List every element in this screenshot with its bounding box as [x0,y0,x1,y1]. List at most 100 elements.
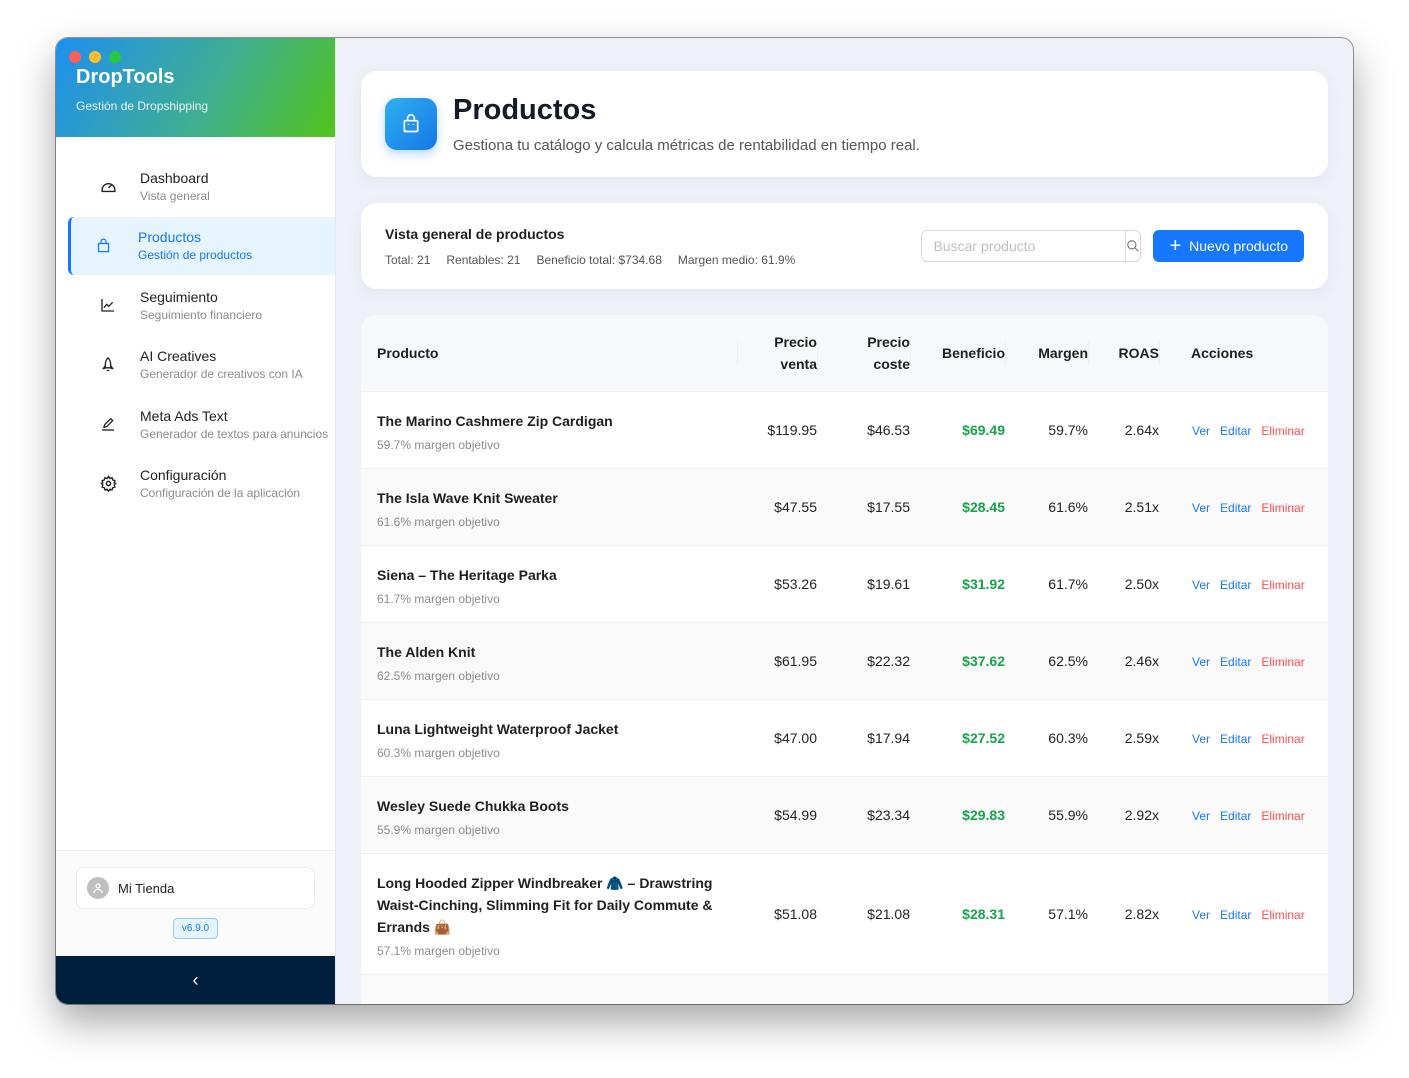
sidebar-item-productos[interactable]: Productos Gestión de productos [68,216,335,275]
view-button[interactable]: Ver [1192,654,1211,669]
nav-label: Configuración [140,467,227,483]
product-cell: The Marino Cashmere Zip Cardigan 59.7% ma… [361,391,737,469]
sale-price [737,974,817,1004]
product-name[interactable]: Luna Lightweight Waterproof Jacket [377,720,619,737]
row-actions: Ver Editar Eliminar [1159,468,1328,546]
col-product[interactable]: Producto [361,315,737,392]
nav-label: Meta Ads Text [140,407,228,424]
edit-button[interactable]: Editar [1220,500,1252,515]
profit: $28.45 [910,468,1005,546]
sidebar-nav: Dashboard Vista general Productos Gestión … [56,137,335,513]
delete-button[interactable]: Eliminar [1261,654,1305,669]
edit-button[interactable]: Editar [1220,577,1252,592]
target-margin: 61.6% margen objetivo [377,514,500,529]
target-margin: 62.5% margen objetivo [377,668,500,683]
sidebar-item-seguimiento[interactable]: Seguimiento Seguimiento financiero [68,276,335,334]
page-subtitle: Gestiona tu catálogo y calcula métricas … [453,137,920,154]
sidebar-item-dashboard[interactable]: Dashboard Vista general [68,157,335,215]
nav-sublabel: Configuración de la aplicación [140,486,301,500]
col-cost-price[interactable]: Precio coste [817,315,910,392]
roas: 2.50x [1088,545,1159,623]
page-title: Productos [453,94,597,126]
sidebar-item-meta-ads-text[interactable]: Meta Ads Text Generador de textos para an… [68,395,335,453]
version-badge: v6.9.0 [173,918,218,939]
margin: 57.1% [1005,853,1088,975]
app-name: DropTools [76,66,175,88]
cost-price: $22.32 [817,622,910,700]
nav-sublabel: Generador de creativos con IA [140,367,303,381]
store-selector[interactable]: Mi Tienda [76,867,315,909]
nav-sublabel: Gestión de productos [138,248,253,262]
edit-button[interactable]: Editar [1220,731,1252,746]
collapse-sidebar-button[interactable]: ‹ [56,956,335,1004]
new-product-button[interactable]: + Nuevo producto [1153,230,1304,262]
maximize-window-button[interactable] [109,51,121,63]
product-name[interactable]: The Alden Knit [377,643,476,660]
product-cell: Carey - Elegant Cardigan [361,974,737,1004]
nav-sublabel: Generador de textos para anuncios [140,426,329,441]
roas: 2.82x [1088,853,1159,975]
delete-button[interactable]: Eliminar [1261,808,1305,823]
sale-price: $61.95 [737,622,817,700]
roas: 2.59x [1088,699,1159,777]
product-cell: The Isla Wave Knit Sweater 61.6% margen o… [361,468,737,546]
view-button[interactable]: Ver [1192,907,1211,922]
products-table: Producto Precio venta Precio coste Benefic… [361,315,1328,1004]
app-window: DropTools Gestión de Dropshipping Dashbo… [56,38,1353,1004]
sale-price: $54.99 [737,776,817,854]
nav-label: AI Creatives [140,348,217,364]
edit-button[interactable]: Editar [1220,808,1252,823]
row-actions [1159,974,1328,1004]
shopping-bag-icon [385,98,437,150]
sale-price: $53.26 [737,545,817,623]
delete-button[interactable]: Eliminar [1261,423,1305,438]
page-header: Productos Gestiona tu catálogo y calcula… [361,71,1328,177]
view-button[interactable]: Ver [1192,731,1211,746]
sale-price: $47.55 [737,468,817,546]
stat-total-profit: Beneficio total: $734.68 [536,252,662,267]
view-button[interactable]: Ver [1192,423,1211,438]
product-name[interactable]: Long Hooded Zipper Windbreaker 🧥 – Draws… [377,874,713,935]
col-sale-price[interactable]: Precio venta [737,315,817,392]
table-row: Long Hooded Zipper Windbreaker 🧥 – Draws… [361,853,1328,975]
sidebar-item-configuracion[interactable]: Configuración Configuración de la aplicac… [68,455,335,513]
search-input[interactable] [922,231,1126,261]
view-button[interactable]: Ver [1192,500,1211,515]
delete-button[interactable]: Eliminar [1261,731,1305,746]
col-margin[interactable]: Margen [1005,315,1088,392]
product-name[interactable]: The Isla Wave Knit Sweater [377,489,558,506]
roas: 2.46x [1088,622,1159,700]
window-controls [69,51,121,63]
view-button[interactable]: Ver [1192,577,1211,592]
row-actions: Ver Editar Eliminar [1159,622,1328,700]
profit: $27.52 [910,699,1005,777]
product-name[interactable]: Siena – The Heritage Parka [377,566,557,583]
nav-sublabel: Seguimiento financiero [140,307,263,322]
cost-price: $19.61 [817,545,910,623]
stat-total: Total: 21 [385,252,431,267]
edit-button[interactable]: Editar [1220,423,1252,438]
search-box [921,230,1142,262]
view-button[interactable]: Ver [1192,808,1211,823]
col-roas[interactable]: ROAS [1088,315,1159,392]
roas: 2.64x [1088,391,1159,469]
col-actions: Acciones [1159,315,1328,392]
close-window-button[interactable] [69,51,81,63]
target-margin: 61.7% margen objetivo [377,591,500,606]
delete-button[interactable]: Eliminar [1261,500,1305,515]
edit-button[interactable]: Editar [1220,907,1252,922]
delete-button[interactable]: Eliminar [1261,907,1305,922]
col-profit[interactable]: Beneficio [910,315,1005,392]
edit-button[interactable]: Editar [1220,654,1252,669]
sidebar-item-ai-creatives[interactable]: AI Creatives Generador de creativos con I… [68,336,335,394]
delete-button[interactable]: Eliminar [1261,577,1305,592]
table-row: The Alden Knit 62.5% margen objetivo $61.… [361,622,1328,700]
brand-header: DropTools Gestión de Dropshipping [56,38,335,137]
product-name[interactable]: The Marino Cashmere Zip Cardigan [377,412,613,429]
product-cell: Luna Lightweight Waterproof Jacket 60.3% … [361,699,737,777]
product-name[interactable]: Carey - Elegant Cardigan [377,1003,721,1005]
minimize-window-button[interactable] [89,51,101,63]
sidebar-footer: Mi Tienda v6.9.0 [56,850,335,956]
search-button[interactable] [1125,231,1140,261]
product-name[interactable]: Wesley Suede Chukka Boots [377,797,569,814]
